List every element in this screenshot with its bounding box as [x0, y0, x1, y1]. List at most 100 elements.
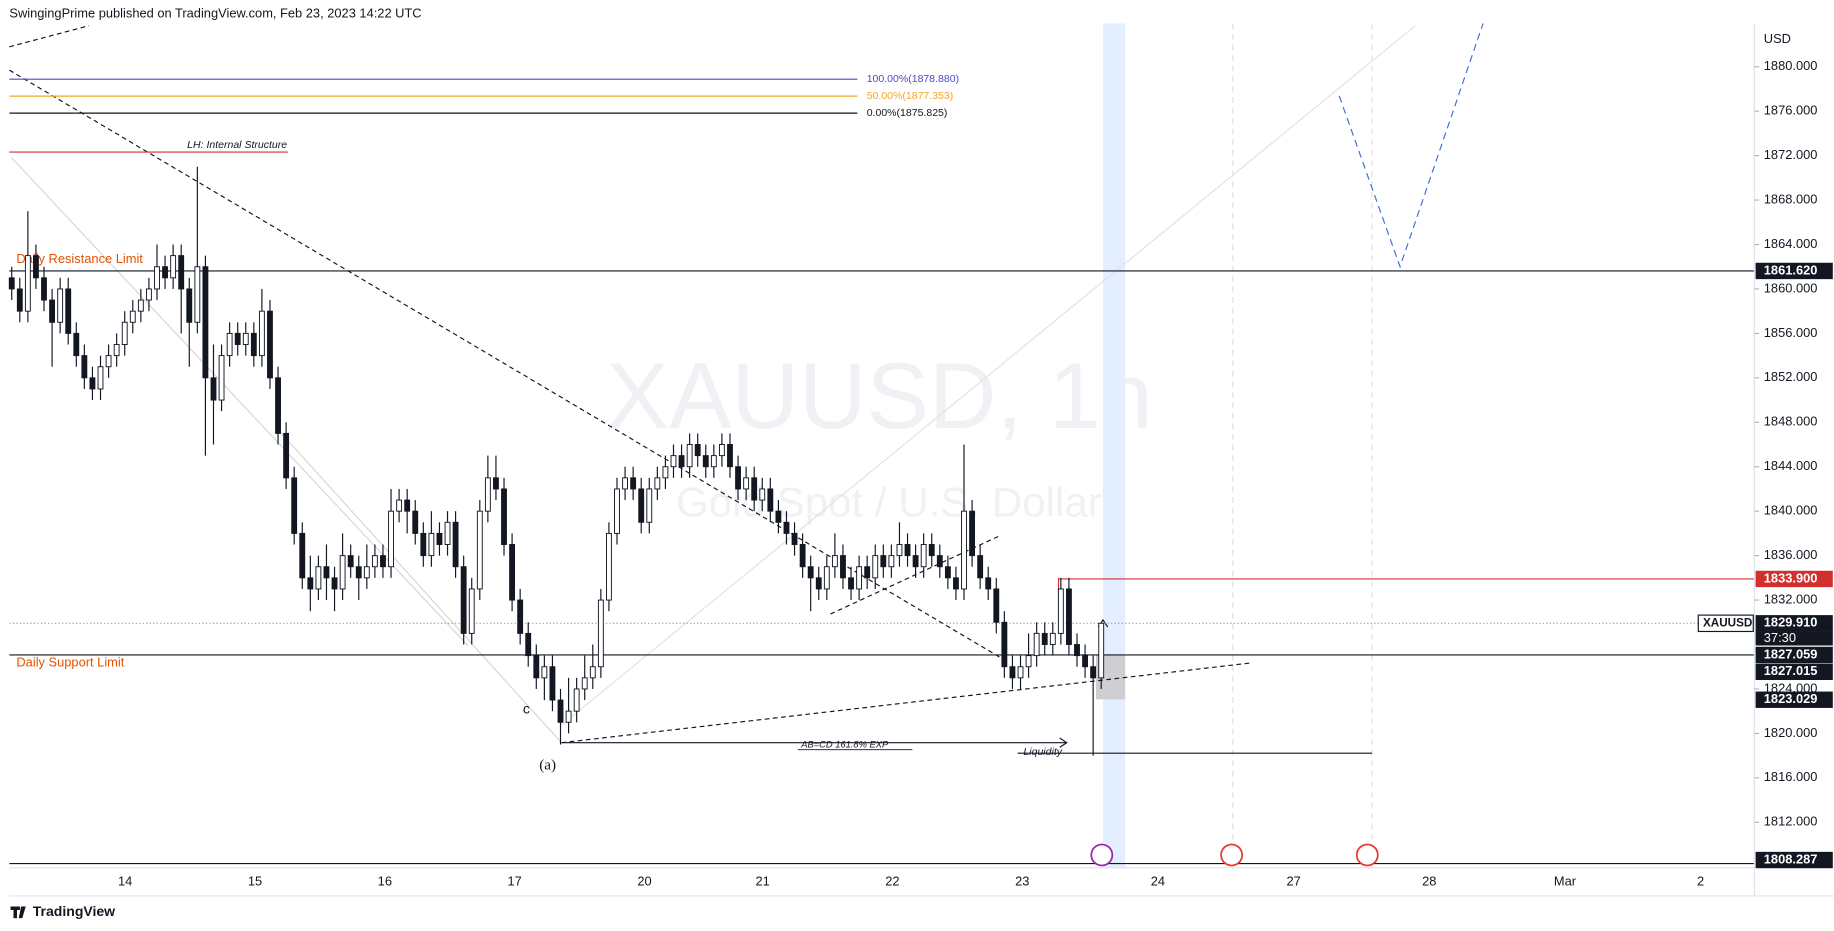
candle-body	[936, 555, 943, 568]
candle-body	[630, 477, 637, 490]
candle-body	[654, 477, 661, 490]
price-label-box	[1755, 570, 1833, 588]
candle-body	[226, 332, 233, 357]
y-tick-label: 1872.000	[1764, 147, 1818, 162]
candle-body	[404, 499, 411, 512]
candle-body	[912, 555, 919, 568]
event-icon[interactable]	[1090, 843, 1114, 867]
annotation: Daily Resistance Limit	[16, 251, 143, 266]
candle-body	[258, 310, 265, 357]
dashed-line	[561, 662, 1250, 744]
price-label-box	[1755, 851, 1833, 869]
y-tick-label: 1864.000	[1764, 236, 1818, 251]
candle-body	[267, 310, 273, 379]
y-tick-label: 1844.000	[1764, 458, 1818, 473]
candle-body	[1017, 666, 1024, 679]
candle-body	[1098, 622, 1105, 679]
candle-body	[743, 477, 750, 490]
candle-body	[396, 499, 403, 512]
y-tick-label: 1856.000	[1764, 325, 1818, 340]
candle-body	[791, 532, 798, 545]
candle-body	[129, 310, 136, 323]
candle-body	[355, 566, 362, 579]
candle-body	[799, 544, 806, 568]
y-tick-label: 1848.000	[1764, 414, 1818, 429]
candle-body	[501, 488, 507, 545]
candle-body	[81, 355, 88, 379]
candle-body	[718, 444, 725, 457]
candle-body	[202, 266, 209, 379]
candle-body	[509, 544, 516, 601]
candle-body	[347, 555, 354, 568]
candle-body	[33, 255, 39, 279]
candle-body	[896, 544, 903, 557]
candle-body	[89, 377, 96, 390]
candle-body	[953, 577, 959, 590]
candle-body	[1033, 632, 1040, 657]
candle-body	[8, 277, 15, 290]
candle-body	[57, 288, 64, 323]
candle-body	[517, 599, 524, 634]
footer-logo: TradingView	[33, 903, 115, 919]
candle-body	[928, 544, 935, 557]
price-label-box	[1755, 646, 1833, 664]
candle-body	[710, 455, 717, 468]
x-tick-label: 27	[1286, 873, 1300, 888]
candle-body	[105, 355, 112, 368]
y-tick-label: 1832.000	[1764, 591, 1818, 606]
candle-body	[1082, 655, 1088, 668]
candle-body	[428, 532, 435, 557]
annotation: AB=CD 161.8% EXP	[800, 740, 889, 750]
candle-body	[1057, 588, 1064, 634]
candle-body	[154, 266, 160, 290]
candle-body	[299, 532, 306, 579]
candle-body	[468, 588, 475, 634]
candle-body	[985, 577, 992, 590]
candle-body	[363, 566, 370, 579]
candle-body	[557, 699, 564, 723]
candle-body	[331, 577, 338, 590]
candle-body	[759, 488, 766, 501]
candle-body	[944, 566, 951, 579]
candle-body	[581, 677, 588, 690]
candle-body	[170, 255, 177, 279]
trend-line	[561, 25, 1416, 726]
price-label-box	[1755, 262, 1833, 280]
session-highlight	[1102, 23, 1126, 868]
annotation: LH: Internal Structure	[187, 139, 287, 151]
candle-body	[1001, 621, 1008, 668]
candle-body	[549, 666, 556, 701]
candle-body	[484, 477, 491, 512]
candle-body	[1090, 666, 1097, 679]
candle-body	[275, 377, 281, 434]
candle-body	[775, 510, 782, 523]
candle-body	[920, 544, 927, 568]
candle-body	[638, 488, 645, 523]
x-tick-label: 17	[508, 873, 522, 888]
annotation: (a)	[539, 757, 556, 774]
x-tick-label: 2	[1697, 873, 1704, 888]
candle-body	[113, 344, 120, 357]
candle-body	[476, 510, 483, 590]
candle-body	[904, 544, 911, 557]
x-tick-label: 15	[248, 873, 262, 888]
candle-body	[533, 655, 540, 679]
annotation: Daily Support Limit	[16, 655, 124, 670]
event-icon[interactable]	[1355, 843, 1379, 867]
candle-body	[1049, 632, 1056, 645]
price-label-box	[1755, 691, 1833, 708]
candle-body	[250, 332, 257, 357]
event-icon[interactable]	[1220, 843, 1244, 867]
price-label-box	[1755, 615, 1833, 632]
header: SwingingPrime published on TradingView.c…	[9, 5, 421, 20]
candle-body	[848, 577, 854, 590]
annotation: c	[523, 701, 530, 717]
y-tick-label: 1852.000	[1764, 369, 1818, 384]
candle-body	[16, 288, 23, 312]
projection	[1338, 23, 1484, 269]
candle-body	[694, 444, 701, 457]
price-label-box	[1755, 663, 1833, 681]
y-tick-label: 1860.000	[1764, 280, 1818, 295]
candle-body	[767, 488, 774, 512]
